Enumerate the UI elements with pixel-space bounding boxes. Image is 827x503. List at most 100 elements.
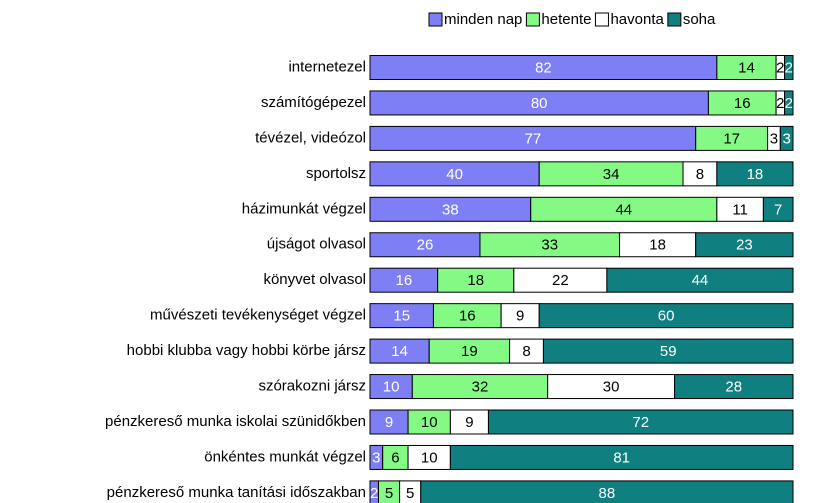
bar-segment: [369, 267, 439, 293]
data-label: 22: [552, 272, 569, 289]
legend-swatch: [667, 12, 682, 27]
bar-segment: [695, 232, 794, 258]
bar-segment: [428, 338, 511, 364]
data-label: 15: [393, 308, 410, 325]
data-label: 3: [372, 449, 380, 466]
data-label: 19: [461, 343, 478, 360]
bar-segment: [716, 161, 794, 187]
bar-segment: [784, 90, 794, 116]
bar-segment: [437, 267, 515, 293]
data-label: 38: [442, 201, 459, 218]
data-label: 59: [660, 343, 677, 360]
bar-segment: [538, 303, 794, 329]
data-label: 10: [421, 449, 438, 466]
data-label: 44: [692, 272, 709, 289]
data-label: 8: [522, 343, 530, 360]
category-label: házimunkát végzel: [242, 200, 366, 217]
data-label: 33: [541, 237, 558, 254]
data-label: 32: [472, 379, 489, 396]
data-label: 17: [723, 130, 740, 147]
bar-segment: [432, 303, 502, 329]
legend-label: hetente: [541, 11, 591, 28]
category-label: pénzkereső munka iskolai szünidőkben: [105, 413, 366, 430]
data-label: 2: [776, 95, 784, 112]
bar-segment: [547, 374, 676, 400]
bar-segment: [369, 125, 697, 151]
data-label: 16: [734, 95, 751, 112]
legend-swatch: [525, 12, 540, 27]
bar-segment: [530, 196, 718, 222]
legend-label: soha: [683, 11, 716, 28]
data-label: 81: [613, 449, 630, 466]
bar-segment: [407, 409, 451, 435]
bar-segment: [779, 125, 794, 151]
data-label: 88: [599, 485, 616, 502]
data-label: 44: [615, 201, 632, 218]
data-label: 9: [516, 308, 524, 325]
data-label: 2: [370, 485, 378, 502]
bar-segment: [369, 409, 409, 435]
data-label: 16: [459, 308, 476, 325]
bar-segment: [695, 125, 769, 151]
category-label: internetezel: [288, 58, 366, 75]
data-label: 5: [406, 485, 414, 502]
bar-segment: [369, 90, 709, 116]
data-label: 5: [385, 485, 393, 502]
data-label: 11: [732, 201, 748, 218]
category-label: tévézel, videózol: [255, 129, 366, 146]
category-label: számítógépezel: [261, 94, 366, 111]
data-label: 10: [383, 379, 400, 396]
data-label: 9: [385, 414, 393, 431]
bar-segment: [619, 232, 697, 258]
bar-segment: [762, 196, 794, 222]
legend-label: minden nap: [444, 11, 522, 28]
bar-segment: [411, 374, 549, 400]
data-label: 14: [391, 343, 408, 360]
bar-segment: [369, 55, 718, 80]
bar-segment: [420, 480, 794, 503]
data-label: 18: [467, 272, 484, 289]
category-label: újságot olvasol: [267, 236, 366, 253]
data-label: 6: [391, 449, 399, 466]
bar-segment: [369, 196, 532, 222]
category-label: hobbi klubba vagy hobbi körbe jársz: [127, 342, 366, 359]
bar-segment: [369, 161, 540, 187]
data-label: 80: [531, 95, 548, 112]
data-label: 7: [774, 201, 782, 218]
bar-segment: [674, 374, 794, 400]
data-label: 10: [421, 414, 438, 431]
bar-segment: [487, 409, 794, 435]
category-label: pénzkereső munka tanítási időszakban: [107, 484, 366, 501]
category-label: szórakozni jársz: [258, 378, 366, 395]
bar-segment: [784, 55, 794, 80]
category-label: sportolsz: [306, 165, 366, 182]
bar-segment: [542, 338, 794, 364]
data-label: 2: [785, 95, 793, 112]
data-label: 18: [747, 166, 764, 183]
bar-segment: [407, 444, 451, 470]
bar-segment: [606, 267, 794, 293]
category-label: könyvet olvasol: [263, 271, 366, 288]
legend-swatch: [594, 12, 609, 27]
bar-segment: [369, 338, 430, 364]
legend-swatch: [428, 12, 443, 27]
legend-label: havonta: [610, 11, 664, 28]
bar-segment: [716, 55, 777, 80]
data-label: 8: [696, 166, 704, 183]
data-label: 2: [776, 59, 784, 76]
bar-segment: [682, 161, 718, 187]
data-label: 30: [603, 379, 620, 396]
category-label: művészeti tevékenységet végzel: [150, 307, 366, 324]
data-label: 60: [658, 308, 675, 325]
data-label: 28: [725, 379, 742, 396]
category-label: önkéntes munkát végzel: [204, 448, 366, 465]
data-label: 3: [782, 130, 790, 147]
data-label: 26: [417, 237, 434, 254]
data-label: 23: [736, 237, 753, 254]
data-label: 3: [770, 130, 778, 147]
data-label: 14: [738, 59, 755, 76]
data-label: 77: [525, 130, 542, 147]
data-label: 34: [603, 166, 620, 183]
bar-segment: [707, 90, 777, 116]
